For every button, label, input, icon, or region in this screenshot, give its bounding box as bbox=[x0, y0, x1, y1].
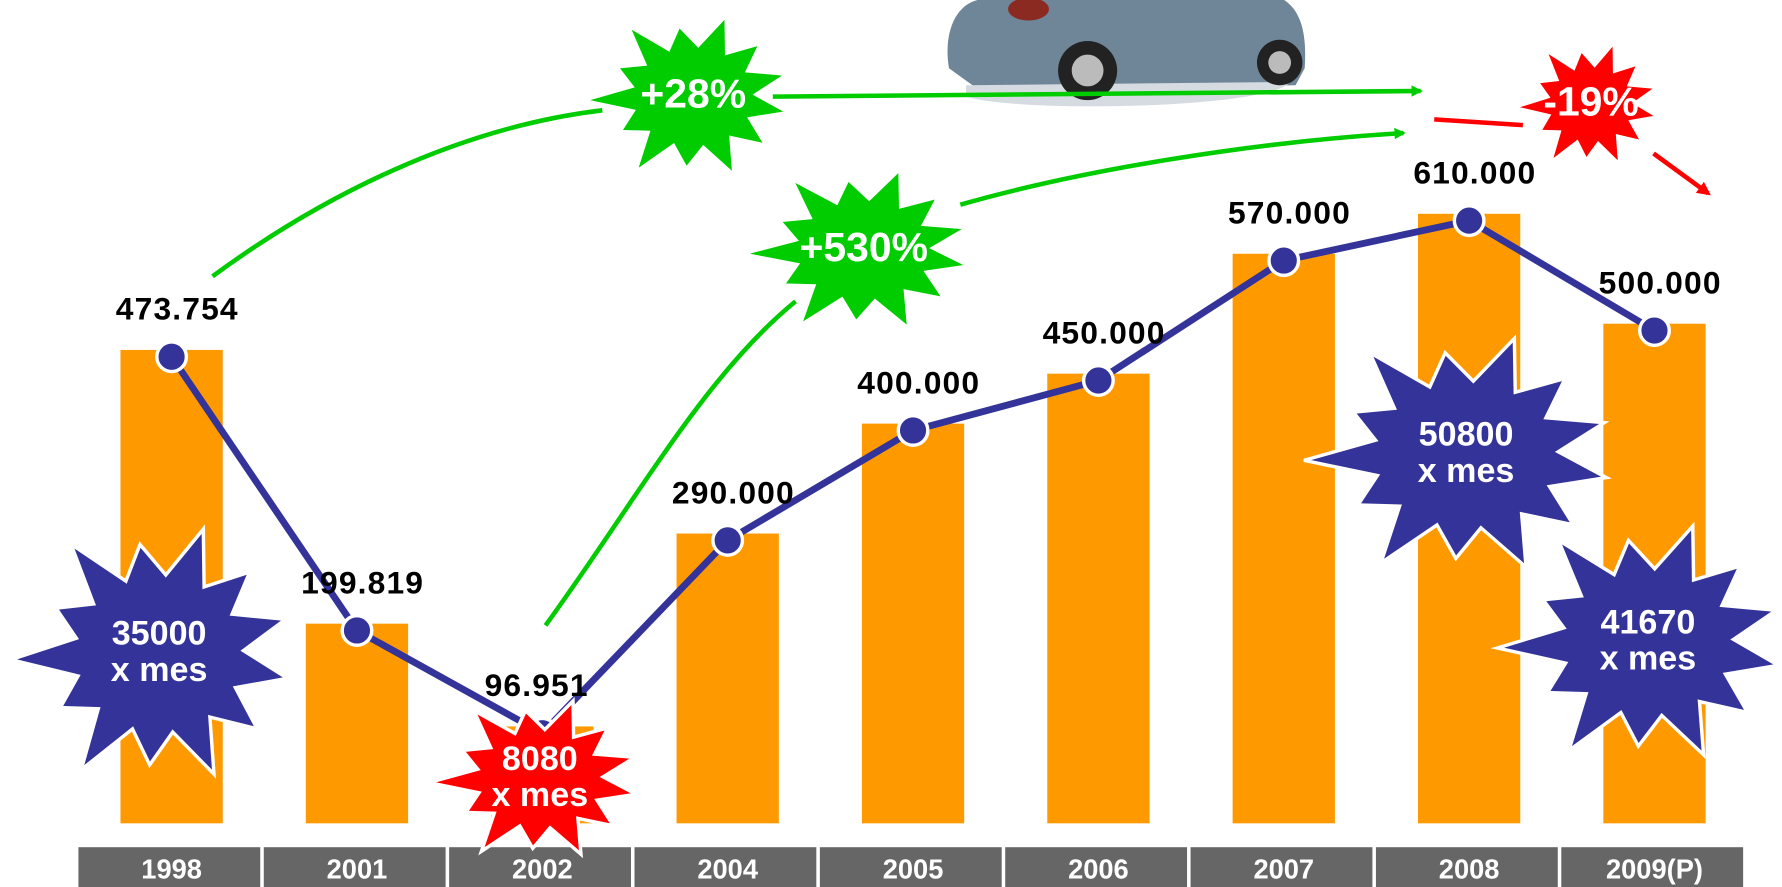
x-tick-label: 2009(P) bbox=[1606, 853, 1703, 884]
value-label: 473.754 bbox=[116, 291, 239, 327]
value-label: 400.000 bbox=[857, 364, 980, 400]
annotation-text: 50800 bbox=[1419, 416, 1514, 454]
annotation-text: -19% bbox=[1543, 78, 1638, 124]
starburst bbox=[582, 11, 794, 180]
car-illustration bbox=[947, 0, 1306, 107]
trend-point bbox=[1267, 244, 1301, 278]
annotation-text: x mes bbox=[1600, 640, 1697, 678]
bar bbox=[861, 423, 965, 824]
trend-point bbox=[1638, 314, 1671, 348]
category-box bbox=[78, 847, 261, 887]
x-tick-label: 2008 bbox=[1439, 853, 1500, 884]
category-box bbox=[634, 847, 817, 887]
trend-point bbox=[155, 340, 189, 374]
category-box bbox=[1005, 847, 1188, 887]
value-label: 450.000 bbox=[1043, 314, 1166, 350]
value-label: 290.000 bbox=[672, 474, 795, 510]
trend-point bbox=[340, 613, 374, 647]
value-label: 199.819 bbox=[301, 564, 424, 600]
growth-arrow bbox=[772, 85, 1423, 99]
value-label: 96.951 bbox=[485, 667, 589, 703]
arrows bbox=[211, 85, 1711, 627]
x-tick-label: 2007 bbox=[1253, 853, 1314, 884]
starburst bbox=[1303, 334, 1612, 572]
growth-arrow bbox=[211, 108, 603, 279]
x-tick-label: 2004 bbox=[697, 853, 758, 884]
annotation-text: x mes bbox=[1418, 452, 1515, 490]
starburst bbox=[741, 165, 975, 333]
decline-arrow bbox=[1434, 117, 1524, 128]
starburst bbox=[1506, 37, 1664, 170]
value-label: 570.000 bbox=[1228, 194, 1351, 230]
decline-arrow bbox=[1652, 151, 1711, 196]
plot: 1998 2001 2002 2004 2005 2006 2007 2008 2009(P) 4… bbox=[78, 155, 1744, 887]
annotation-text: x mes bbox=[492, 776, 589, 814]
trend-point bbox=[1452, 204, 1486, 238]
annotation-text: 35000 bbox=[112, 615, 207, 653]
category-box bbox=[819, 847, 1002, 887]
bar bbox=[1047, 373, 1150, 824]
starburst bbox=[1490, 521, 1782, 760]
x-tick-label: 2001 bbox=[327, 853, 388, 884]
bar bbox=[1232, 253, 1335, 824]
category-box bbox=[1561, 847, 1744, 887]
annotation: -19% bbox=[1506, 37, 1664, 170]
starburst bbox=[428, 696, 642, 859]
x-tick-label: 2002 bbox=[512, 853, 573, 884]
annotation-text: 8080 bbox=[502, 740, 578, 778]
category-box bbox=[1190, 847, 1373, 887]
growth-arrow bbox=[543, 299, 797, 627]
category-box bbox=[1375, 847, 1558, 887]
annotation-text: 41670 bbox=[1601, 603, 1696, 641]
annotation-text: +28% bbox=[640, 70, 746, 116]
category-box bbox=[263, 847, 446, 887]
annotation-text: +530% bbox=[799, 224, 927, 270]
annotation-text: x mes bbox=[111, 651, 208, 689]
annotation: +530% bbox=[741, 165, 975, 333]
x-tick-label: 2006 bbox=[1068, 853, 1129, 884]
trend-point bbox=[711, 523, 745, 557]
trend-point bbox=[896, 413, 930, 447]
bar bbox=[305, 623, 409, 824]
annotation: +28% bbox=[582, 11, 794, 180]
starburst bbox=[4, 524, 293, 779]
growth-arrow bbox=[959, 127, 1406, 207]
value-label: 610.000 bbox=[1413, 155, 1536, 191]
value-label: 500.000 bbox=[1599, 264, 1722, 300]
trend-point bbox=[1081, 363, 1115, 397]
x-tick-label: 1998 bbox=[141, 853, 202, 884]
bar bbox=[676, 533, 779, 824]
x-tick-label: 2005 bbox=[883, 853, 944, 884]
